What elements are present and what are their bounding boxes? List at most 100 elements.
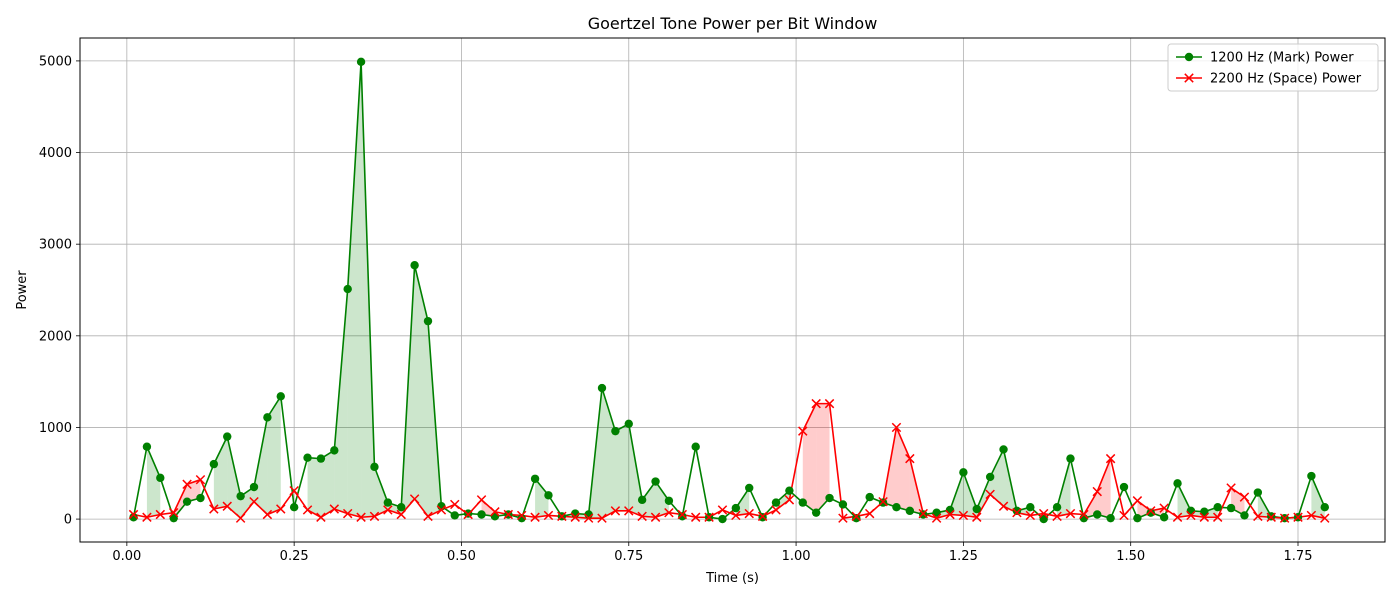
- fill-segment: [816, 403, 830, 513]
- space-point: [342, 508, 353, 519]
- mark-point: [731, 503, 741, 513]
- space-point: [1226, 483, 1236, 493]
- mark-point: [999, 445, 1008, 454]
- mark-point: [985, 472, 995, 482]
- mark-point: [423, 316, 433, 326]
- space-point: [717, 505, 728, 515]
- mark-point: [1146, 508, 1155, 517]
- mark-point: [1186, 506, 1196, 516]
- space-point: [798, 426, 808, 436]
- mark-point: [1320, 502, 1329, 512]
- space-point: [276, 504, 286, 514]
- space-point: [142, 512, 152, 522]
- fill-segment: [1097, 458, 1111, 519]
- space-point: [757, 511, 768, 522]
- fill-segment: [146, 446, 161, 518]
- space-point: [396, 509, 406, 520]
- mark-point: [905, 506, 915, 516]
- space-point: [490, 507, 500, 517]
- fill-segment: [802, 403, 817, 513]
- space-point: [128, 509, 139, 520]
- fill-segment: [213, 436, 228, 510]
- mark-point: [1200, 507, 1209, 516]
- y-tick-label: 2000: [39, 329, 72, 344]
- mark-point: [1052, 502, 1062, 512]
- space-point: [516, 510, 527, 521]
- mark-point: [838, 500, 848, 509]
- plot-frame: [79, 37, 1386, 543]
- space-point: [476, 495, 487, 505]
- y-tick-label: 3000: [39, 238, 72, 253]
- space-point: [704, 512, 714, 522]
- space-point: [891, 422, 902, 433]
- fill-segment: [320, 450, 335, 518]
- fill-segment: [347, 61, 362, 518]
- space-point: [878, 496, 888, 507]
- space-point: [690, 512, 701, 522]
- y-tick-label: 0: [64, 513, 72, 528]
- mark-point: [544, 491, 553, 500]
- mark-point: [678, 512, 687, 521]
- mark-point: [1066, 454, 1075, 463]
- mark-point: [852, 513, 861, 523]
- mark-point: [182, 497, 192, 506]
- space-point: [289, 485, 299, 496]
- space-point: [998, 501, 1009, 511]
- x-tick-label: 1.50: [1116, 549, 1145, 564]
- mark-point: [959, 468, 968, 477]
- x-tick-label: 1.25: [949, 549, 978, 564]
- mark-point: [945, 505, 955, 515]
- space-point: [1079, 509, 1089, 520]
- mark-point: [972, 504, 981, 514]
- space-point: [1038, 508, 1049, 519]
- series-line-1: [132, 61, 1326, 520]
- legend-box: [1167, 43, 1379, 92]
- space-point: [784, 495, 795, 505]
- space-point: [302, 505, 313, 515]
- mark-point: [169, 513, 178, 523]
- legend-label: 1200 Hz (Mark) Power: [1210, 51, 1354, 66]
- mark-point: [1173, 479, 1182, 488]
- y-tick-label: 5000: [39, 54, 72, 69]
- space-point: [731, 510, 741, 521]
- mark-point: [1026, 502, 1035, 512]
- space-point: [1320, 513, 1330, 523]
- mark-point: [1213, 502, 1222, 512]
- mark-point: [1093, 510, 1102, 519]
- mark-point: [825, 493, 834, 503]
- space-point: [235, 513, 246, 523]
- mark-point: [624, 419, 633, 428]
- mark-point: [771, 498, 781, 507]
- fill-segment: [414, 265, 428, 517]
- mark-point: [1307, 471, 1316, 481]
- fill-segment: [535, 478, 549, 518]
- mark-point: [785, 486, 794, 495]
- space-point: [195, 474, 206, 485]
- mark-point: [1012, 506, 1022, 516]
- space-point: [1306, 510, 1317, 521]
- space-point: [931, 513, 942, 523]
- mark-point: [410, 261, 419, 270]
- space-point: [864, 508, 875, 519]
- fill-segment: [615, 423, 629, 511]
- legend-label: 2200 Hz (Space) Power: [1210, 72, 1362, 87]
- mark-point: [383, 498, 393, 507]
- mark-point: [1240, 511, 1249, 520]
- space-point: [1012, 507, 1022, 518]
- mark-point: [811, 508, 821, 517]
- space-point: [1119, 510, 1129, 521]
- space-point: [918, 508, 928, 519]
- space-point: [650, 512, 661, 522]
- space-point: [677, 509, 688, 520]
- mark-point: [1119, 482, 1129, 492]
- space-point: [329, 504, 340, 514]
- mark-point: [196, 493, 205, 503]
- x-tick-label: 0.00: [112, 549, 141, 564]
- space-point: [597, 513, 607, 523]
- space-point: [222, 501, 232, 511]
- space-point: [1279, 513, 1290, 523]
- mark-point: [1133, 513, 1142, 523]
- space-point: [209, 504, 219, 514]
- fill-segment: [334, 289, 348, 514]
- space-point: [664, 507, 674, 518]
